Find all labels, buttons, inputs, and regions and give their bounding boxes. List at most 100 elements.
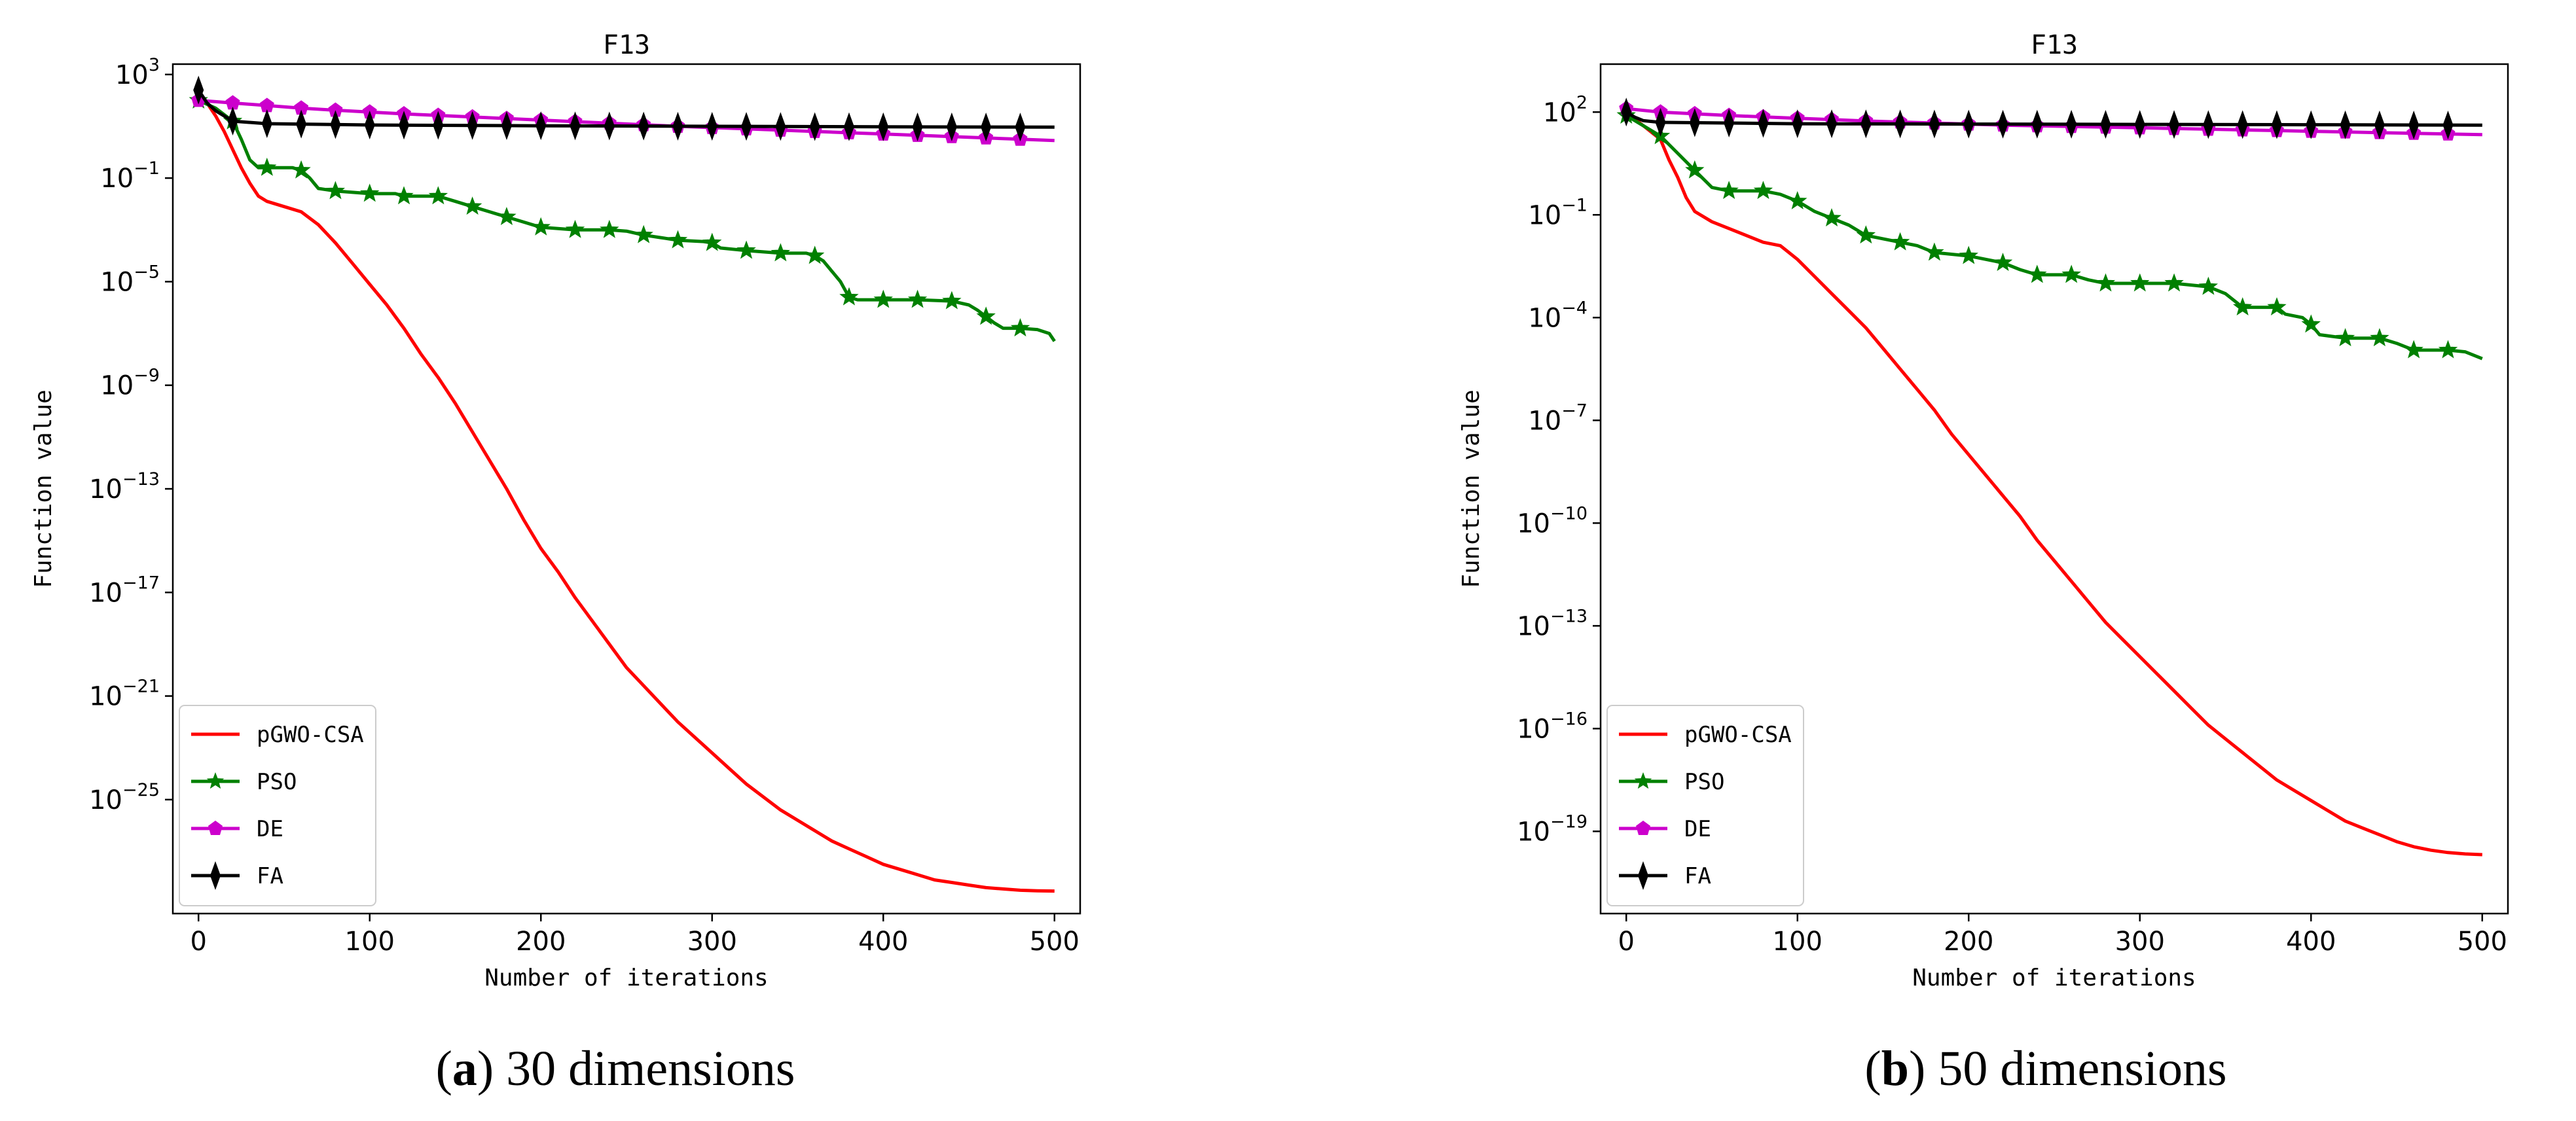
x-axis-label: Number of iterations: [1912, 965, 2196, 991]
y-tick-base: 10: [1517, 817, 1550, 847]
star-marker: [634, 224, 653, 243]
star-marker: [291, 160, 311, 179]
star-marker: [2027, 264, 2047, 283]
star-marker: [1010, 318, 1030, 337]
y-tick-base: 10: [1543, 98, 1576, 128]
star-marker: [2095, 273, 2116, 292]
star-marker: [257, 157, 277, 176]
x-tick-label: 300: [2115, 927, 2165, 957]
diamond-marker: [1724, 109, 1735, 138]
star-marker: [2198, 276, 2219, 295]
y-tick-label: 10−16: [1517, 709, 1587, 744]
star-marker: [1856, 225, 1876, 244]
y-tick-exponent: −16: [1550, 709, 1587, 729]
diamond-marker: [1895, 109, 1906, 139]
y-tick-label: 10−9: [100, 366, 160, 401]
star-marker: [565, 219, 585, 238]
star-marker: [1822, 208, 1841, 227]
legend-label: PSO: [257, 769, 297, 795]
diamond-marker: [261, 109, 272, 139]
y-tick-base: 10: [1528, 303, 1561, 333]
diamond-marker: [1792, 109, 1803, 139]
x-tick-label: 100: [1773, 927, 1823, 957]
diamond-marker: [638, 111, 649, 141]
caption-text: ) 50 dimensions: [1909, 1041, 2227, 1096]
diamond-marker: [706, 111, 717, 141]
star-marker: [942, 291, 962, 310]
star-marker: [839, 287, 859, 306]
y-tick-exponent: −5: [134, 262, 160, 282]
x-tick-label: 200: [516, 927, 566, 957]
y-tick-label: 10−7: [1528, 400, 1587, 436]
star-marker: [805, 245, 825, 264]
diamond-marker: [570, 111, 581, 141]
y-tick-base: 10: [100, 164, 134, 194]
chart-title: F13: [2031, 30, 2078, 60]
legend-label: DE: [1684, 816, 1711, 842]
x-tick-label: 400: [2286, 927, 2336, 957]
star-marker: [1890, 232, 1910, 251]
star-marker: [668, 230, 688, 249]
diamond-marker: [330, 110, 341, 139]
caption-letter: b: [1881, 1041, 1909, 1096]
diamond-marker: [775, 112, 786, 141]
diamond-marker: [2169, 110, 2180, 139]
y-tick-exponent: −25: [122, 780, 160, 800]
diamond-marker: [1655, 107, 1666, 137]
hexagon-marker: [294, 100, 309, 115]
y-tick-label: 10−13: [89, 469, 160, 505]
x-tick-label: 100: [345, 927, 395, 957]
figure-caption: (a) 30 dimensions: [436, 1041, 795, 1096]
y-tick-exponent: −10: [1550, 503, 1587, 524]
diamond-marker: [604, 111, 615, 141]
series-line: [197, 94, 1055, 893]
hexagon-marker: [328, 102, 343, 117]
star-marker: [702, 232, 722, 251]
star-marker: [976, 306, 996, 325]
y-tick-label: 10−1: [100, 158, 160, 194]
y-axis-label: Function value: [30, 389, 57, 588]
diamond-marker: [912, 112, 923, 141]
caption-letter: a: [452, 1041, 477, 1096]
star-marker: [325, 181, 346, 200]
star-marker: [2061, 264, 2081, 283]
diamond-marker: [364, 110, 375, 139]
y-tick-base: 10: [89, 578, 122, 608]
star-marker: [2335, 328, 2355, 347]
diamond-marker: [2031, 109, 2042, 139]
star-marker: [531, 217, 551, 236]
diamond-marker: [981, 113, 992, 142]
y-tick-base: 10: [89, 785, 122, 815]
legend: pGWO-CSA PSO DE FA: [179, 705, 376, 906]
y-tick-label: 10−25: [89, 780, 160, 815]
x-tick-label: 400: [858, 927, 908, 957]
legend-box: [179, 705, 376, 906]
star-marker: [907, 289, 928, 308]
diamond-marker: [1929, 109, 1940, 139]
star-marker: [736, 240, 756, 259]
y-tick-label: 10−19: [1517, 811, 1587, 847]
y-tick-label: 10−5: [100, 262, 160, 297]
star-marker: [2301, 314, 2321, 333]
star-marker: [2438, 340, 2458, 359]
y-tick-label: 102: [1543, 92, 1587, 128]
y-tick-base: 10: [1517, 714, 1550, 744]
diamond-marker: [946, 112, 957, 141]
star-marker: [360, 183, 380, 202]
legend-label: DE: [257, 816, 283, 842]
legend-label: pGWO-CSA: [257, 722, 364, 748]
y-tick-base: 10: [100, 371, 134, 401]
diamond-marker: [2203, 110, 2214, 139]
y-tick-base: 10: [1517, 611, 1550, 641]
series-pgwo-csa: [197, 94, 1055, 893]
star-marker: [873, 289, 893, 308]
diamond-marker: [1997, 109, 2008, 139]
legend-hexagon-marker: [208, 821, 223, 835]
diamond-marker: [1621, 98, 1632, 127]
series-pgwo-csa: [1625, 111, 2482, 857]
x-tick-label: 500: [2458, 927, 2507, 957]
x-tick-label: 200: [1944, 927, 1993, 957]
star-marker: [1925, 242, 1944, 261]
diamond-marker: [2134, 110, 2145, 139]
